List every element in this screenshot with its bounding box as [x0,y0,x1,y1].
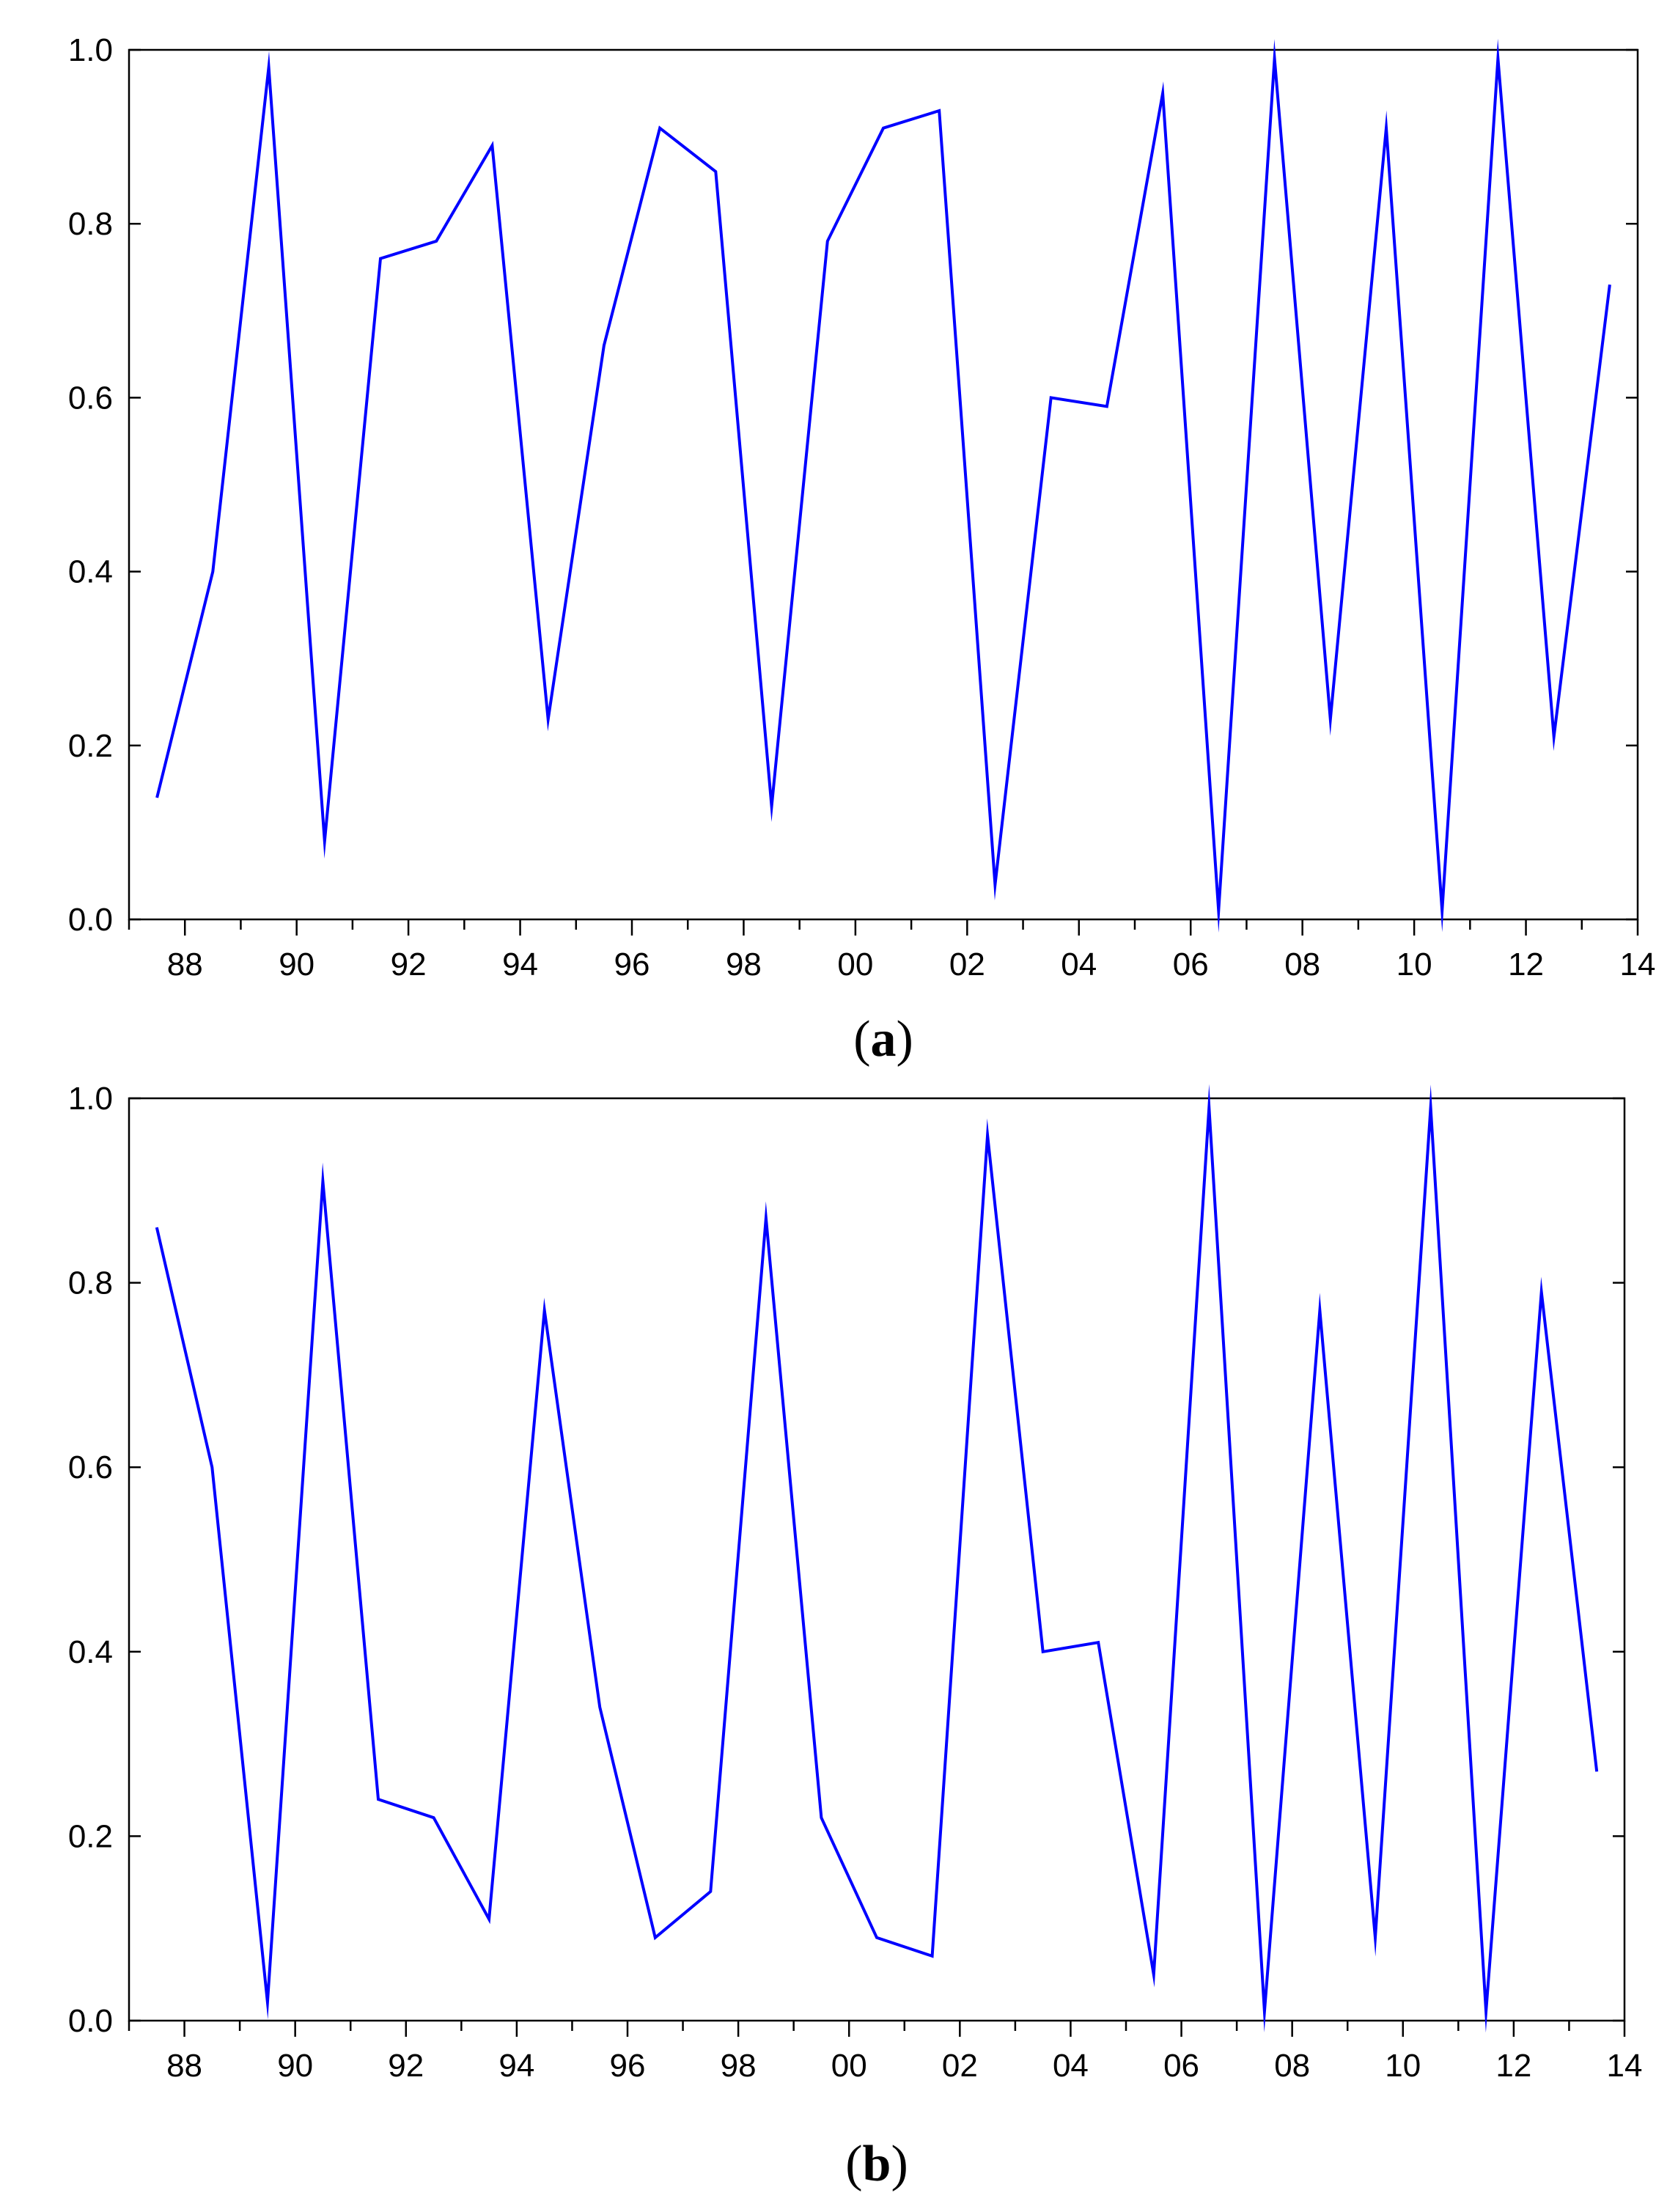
chart-panel-b: 0.0 0.2 0.4 0.6 0.8 1.0 88 90 92 94 96 98 00 02 04 06 08… [68,1081,1643,2192]
y-tick-label: 0.4 [68,1634,113,1670]
y-tick-label: 1.0 [68,1081,113,1117]
chart-panel-a: 0.0 0.2 0.4 0.6 0.8 1.0 88 90 92 94 96 98 00 02 04 06 08… [68,32,1656,1068]
x-tick-label: 92 [388,2048,424,2084]
x-tick-label: 88 [166,2048,202,2084]
plot-frame [128,1097,1626,2022]
x-tick-label: 14 [1620,947,1656,982]
x-tick-label: 08 [1284,947,1320,982]
x-tick-label: 94 [498,2048,534,2084]
x-tick-label: 00 [831,2048,867,2084]
y-tick-label: 0.0 [68,902,113,938]
x-tick-label: 12 [1495,2048,1531,2084]
x-tick-label: 90 [277,2048,313,2084]
x-tick-label: 10 [1385,2048,1421,2084]
y-tick-label: 0.2 [68,728,113,764]
y-tick-label: 0.4 [68,554,113,590]
x-tick-label: 88 [167,947,203,982]
x-tick-label: 14 [1607,2048,1643,2084]
y-tick-label: 0.8 [68,1265,113,1301]
y-tick-label: 1.0 [68,32,113,68]
x-tick-label: 98 [726,947,762,982]
x-tick-label: 02 [949,947,985,982]
x-tick-label: 04 [1061,947,1097,982]
x-tick-label: 10 [1397,947,1432,982]
series-line [155,38,1611,933]
x-tick-label: 06 [1173,947,1209,982]
x-tick-label: 90 [279,947,314,982]
x-tick-label: 08 [1274,2048,1310,2084]
x-tick-label: 98 [721,2048,757,2084]
x-tick-label: 04 [1053,2048,1089,2084]
x-tick-label: 06 [1163,2048,1199,2084]
x-tick-label: 00 [837,947,873,982]
series-line [155,1084,1599,2033]
y-tick-label: 0.6 [68,1449,113,1485]
panel-caption: (b) [845,2136,908,2192]
y-tick-label: 0.0 [68,2003,113,2039]
x-tick-label: 12 [1508,947,1544,982]
panel-caption: (a) [853,1011,913,1068]
x-tick-label: 02 [942,2048,978,2084]
x-tick-label: 96 [614,947,650,982]
y-tick-label: 0.2 [68,1818,113,1854]
y-tick-label: 0.6 [68,380,113,416]
x-tick-label: 94 [502,947,538,982]
panel-caption-letter: a [871,1011,897,1068]
x-tick-label: 96 [610,2048,646,2084]
panel-caption-letter: b [863,2136,891,2192]
x-tick-label: 92 [391,947,427,982]
y-tick-label: 0.8 [68,206,113,242]
plot-frame [128,48,1639,921]
